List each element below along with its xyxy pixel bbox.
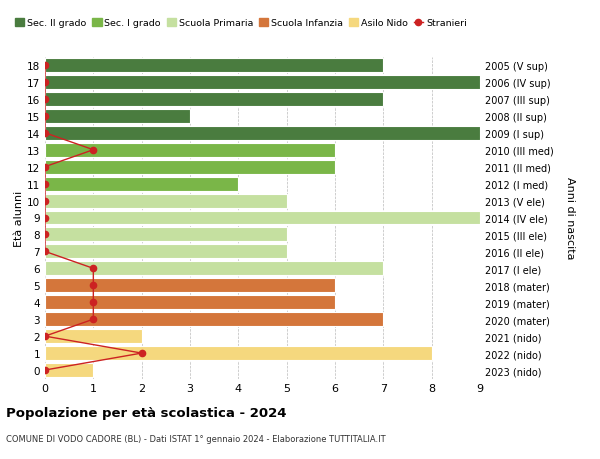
Text: Popolazione per età scolastica - 2024: Popolazione per età scolastica - 2024 <box>6 406 287 419</box>
Bar <box>45 93 383 106</box>
Bar <box>45 177 238 191</box>
Bar <box>45 228 287 242</box>
Y-axis label: Età alunni: Età alunni <box>14 190 24 246</box>
Bar <box>45 160 335 174</box>
Bar <box>45 313 383 326</box>
Bar <box>45 211 480 225</box>
Bar <box>45 347 431 360</box>
Bar <box>45 363 94 377</box>
Bar <box>45 194 287 208</box>
Bar <box>45 262 383 276</box>
Bar <box>45 127 480 140</box>
Y-axis label: Anni di nascita: Anni di nascita <box>565 177 575 259</box>
Bar <box>45 59 383 73</box>
Bar <box>45 144 335 157</box>
Bar <box>45 110 190 123</box>
Bar <box>45 245 287 259</box>
Bar <box>45 76 480 90</box>
Bar <box>45 296 335 309</box>
Text: COMUNE DI VODO CADORE (BL) - Dati ISTAT 1° gennaio 2024 - Elaborazione TUTTITALI: COMUNE DI VODO CADORE (BL) - Dati ISTAT … <box>6 434 386 443</box>
Bar <box>45 279 335 292</box>
Bar <box>45 330 142 343</box>
Legend: Sec. II grado, Sec. I grado, Scuola Primaria, Scuola Infanzia, Asilo Nido, Stran: Sec. II grado, Sec. I grado, Scuola Prim… <box>11 16 470 32</box>
